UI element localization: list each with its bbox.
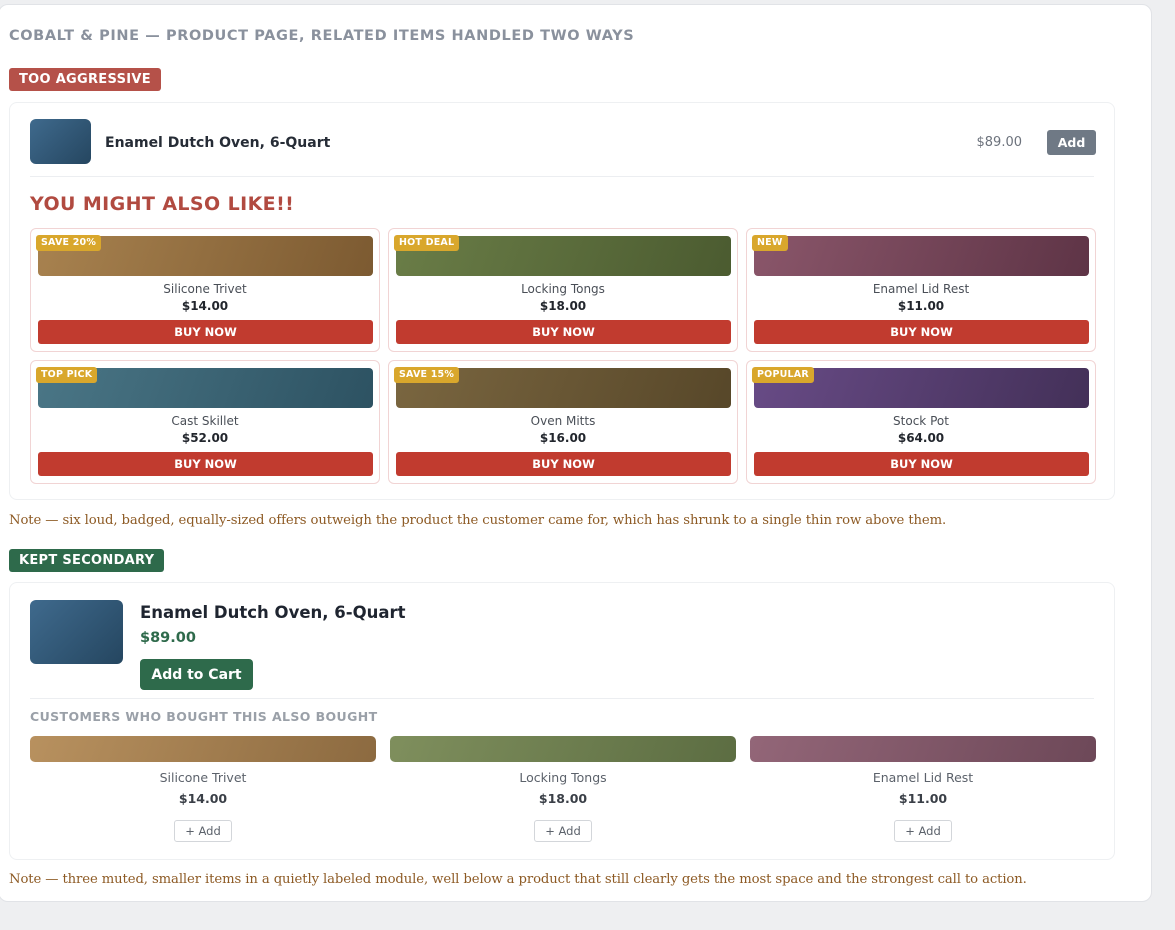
offer-price: $11.00 bbox=[897, 299, 945, 313]
offer-card[interactable]: SAVE 20% Silicone Trivet $14.00 BUY NOW bbox=[30, 228, 380, 352]
buy-now-button[interactable]: BUY NOW bbox=[396, 452, 731, 476]
related-price: $18.00 bbox=[538, 791, 588, 806]
related-image bbox=[390, 736, 736, 762]
related-name: Silicone Trivet bbox=[159, 770, 247, 785]
secondary-note: Note — three muted, smaller items in a q… bbox=[9, 872, 1027, 887]
page-card: COBALT & PINE — PRODUCT PAGE, RELATED IT… bbox=[0, 4, 1152, 902]
related-name: Locking Tongs bbox=[519, 770, 607, 785]
add-to-cart-button[interactable]: Add to Cart bbox=[140, 659, 253, 690]
offer-image bbox=[754, 236, 1089, 276]
aggressive-panel: Enamel Dutch Oven, 6-Quart $89.00 Add YO… bbox=[9, 102, 1115, 500]
offer-name: Stock Pot bbox=[893, 414, 949, 428]
related-image bbox=[30, 736, 376, 762]
divider bbox=[30, 698, 1094, 699]
offer-badge: HOT DEAL bbox=[394, 235, 460, 251]
offer-price: $14.00 bbox=[181, 299, 229, 313]
add-related-button[interactable]: + Add bbox=[534, 820, 592, 842]
product-name: Enamel Dutch Oven, 6-Quart bbox=[105, 135, 331, 151]
upsell-heading: YOU MIGHT ALSO LIKE!! bbox=[30, 193, 295, 215]
offer-price: $16.00 bbox=[539, 431, 587, 445]
aggressive-tag: TOO AGGRESSIVE bbox=[9, 68, 161, 91]
related-item: Locking Tongs $18.00 + Add bbox=[390, 736, 736, 846]
offer-name: Locking Tongs bbox=[521, 282, 605, 296]
offer-name: Oven Mitts bbox=[530, 414, 596, 428]
product-price: $89.00 bbox=[976, 135, 1023, 150]
buy-now-button[interactable]: BUY NOW bbox=[754, 452, 1089, 476]
aggressive-note: Note — six loud, badged, equally-sized o… bbox=[9, 513, 947, 528]
buy-now-button[interactable]: BUY NOW bbox=[754, 320, 1089, 344]
product-thumbnail bbox=[30, 119, 91, 164]
related-heading: CUSTOMERS WHO BOUGHT THIS ALSO BOUGHT bbox=[30, 709, 378, 724]
product-thumbnail bbox=[30, 600, 123, 664]
offer-badge: TOP PICK bbox=[36, 367, 98, 383]
offer-badge: NEW bbox=[752, 235, 788, 251]
offer-price: $52.00 bbox=[181, 431, 229, 445]
offer-card[interactable]: NEW Enamel Lid Rest $11.00 BUY NOW bbox=[746, 228, 1096, 352]
offer-card[interactable]: TOP PICK Cast Skillet $52.00 BUY NOW bbox=[30, 360, 380, 484]
offer-name: Enamel Lid Rest bbox=[872, 282, 970, 296]
product-name: Enamel Dutch Oven, 6-Quart bbox=[140, 603, 406, 622]
page-title: COBALT & PINE — PRODUCT PAGE, RELATED IT… bbox=[9, 28, 635, 44]
buy-now-button[interactable]: BUY NOW bbox=[38, 452, 373, 476]
divider bbox=[30, 176, 1094, 177]
offer-badge: SAVE 20% bbox=[36, 235, 102, 251]
buy-now-button[interactable]: BUY NOW bbox=[396, 320, 731, 344]
related-image bbox=[750, 736, 1096, 762]
offer-name: Cast Skillet bbox=[171, 414, 239, 428]
add-button[interactable]: Add bbox=[1047, 130, 1096, 155]
offer-card[interactable]: POPULAR Stock Pot $64.00 BUY NOW bbox=[746, 360, 1096, 484]
related-name: Enamel Lid Rest bbox=[872, 770, 974, 785]
related-price: $14.00 bbox=[178, 791, 228, 806]
offer-badge: SAVE 15% bbox=[394, 367, 460, 383]
offer-price: $64.00 bbox=[897, 431, 945, 445]
related-item: Enamel Lid Rest $11.00 + Add bbox=[750, 736, 1096, 846]
buy-now-button[interactable]: BUY NOW bbox=[38, 320, 373, 344]
related-item: Silicone Trivet $14.00 + Add bbox=[30, 736, 376, 846]
offer-card[interactable]: HOT DEAL Locking Tongs $18.00 BUY NOW bbox=[388, 228, 738, 352]
product-price: $89.00 bbox=[140, 630, 196, 646]
offer-price: $18.00 bbox=[539, 299, 587, 313]
secondary-tag: KEPT SECONDARY bbox=[9, 549, 165, 572]
offer-name: Silicone Trivet bbox=[163, 282, 247, 296]
add-related-button[interactable]: + Add bbox=[894, 820, 952, 842]
related-price: $11.00 bbox=[898, 791, 948, 806]
offer-card[interactable]: SAVE 15% Oven Mitts $16.00 BUY NOW bbox=[388, 360, 738, 484]
offer-badge: POPULAR bbox=[752, 367, 814, 383]
secondary-panel: Enamel Dutch Oven, 6-Quart $89.00 Add to… bbox=[9, 582, 1115, 860]
add-related-button[interactable]: + Add bbox=[174, 820, 232, 842]
